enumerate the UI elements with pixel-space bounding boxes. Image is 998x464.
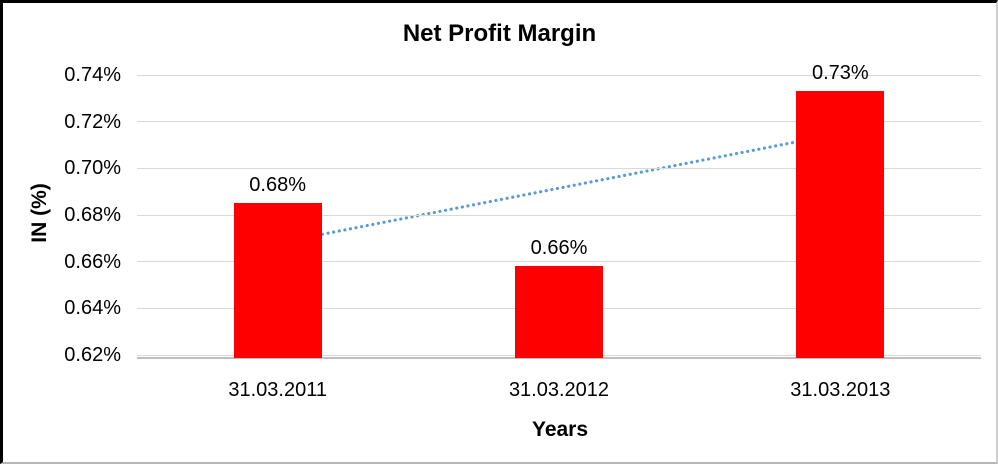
bar [515, 266, 603, 358]
y-tick-label: 0.64% [64, 297, 121, 320]
bar-value-label: 0.68% [249, 174, 307, 197]
y-tick-label: 0.72% [64, 110, 121, 133]
bar-value-label: 0.66% [530, 237, 588, 260]
x-tick-label: 31.03.2012 [508, 379, 610, 401]
trendline [276, 131, 842, 245]
gridline [137, 121, 981, 123]
x-axis-line [137, 357, 981, 359]
x-axis-title: Years [531, 418, 589, 441]
y-tick-label: 0.74% [64, 64, 121, 86]
gridline [137, 74, 981, 76]
y-tick-label: 0.66% [64, 250, 121, 273]
y-tick-label: 0.68% [64, 204, 121, 226]
y-tick-label: 0.70% [64, 157, 121, 180]
bar-value-label: 0.73% [811, 62, 869, 85]
x-tick-label: 31.03.2011 [228, 379, 327, 401]
gridline [137, 214, 981, 216]
gridline [137, 167, 981, 169]
bar [796, 91, 885, 358]
chart-title: Net Profit Margin [402, 20, 597, 47]
x-tick-label: 31.03.2013 [790, 379, 891, 401]
gridline [137, 261, 981, 263]
y-tick-label: 0.62% [64, 344, 121, 366]
bar [233, 203, 322, 358]
